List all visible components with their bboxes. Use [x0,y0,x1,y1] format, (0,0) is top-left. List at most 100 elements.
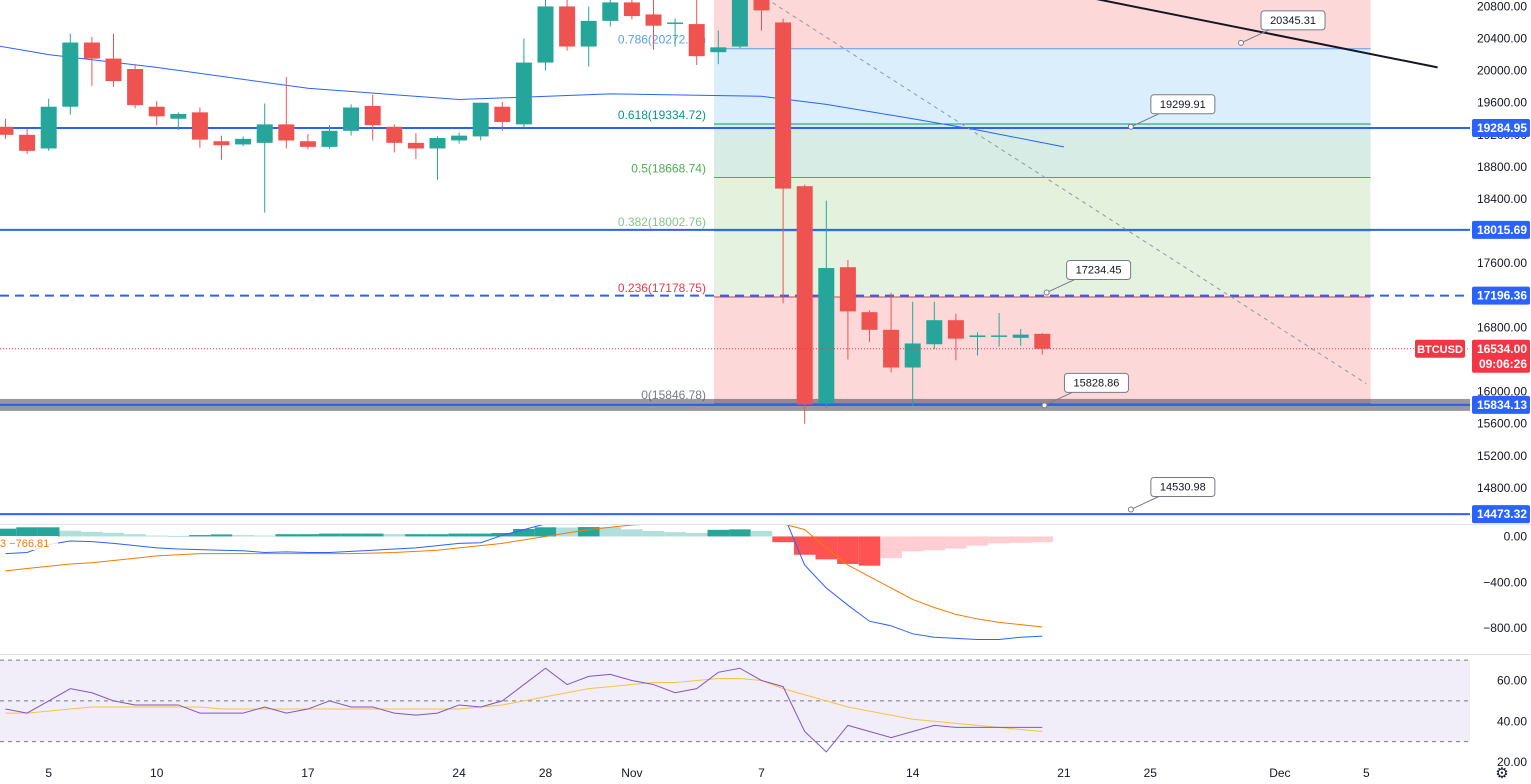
candle-body [861,312,878,330]
fib-label-0.382: 0.382(18002.76) [618,215,706,229]
macd-histogram-bar [124,534,146,537]
macd-histogram-bar [469,533,492,537]
macd-histogram-bar [945,536,967,549]
candle-body [602,2,619,21]
candle-body [321,130,338,147]
candlesticks [0,0,1051,424]
price-callouts[interactable]: 20345.31 19299.91 17234.45 15828.86 14530.98 [1041,10,1326,513]
current-price-tag-bg [1472,339,1530,373]
macd-histogram-bar [232,535,254,537]
callout-pointer [1046,279,1075,293]
macd-histogram-bar [707,529,730,537]
callout-box [1063,372,1129,393]
price-tick-label: 20800.00 [1477,0,1527,13]
price-tick-label: 16800.00 [1477,320,1527,334]
candle-body [515,62,532,125]
macd-histogram-bar [880,536,902,559]
rsi-tick-label: 60.00 [1497,673,1527,687]
candle-body [731,0,748,47]
macd-histogram-bar [0,528,17,537]
candle-body [105,58,122,82]
candle-body [775,22,792,189]
macd-histogram-bar [167,535,190,537]
candle-body [299,141,316,147]
candle-body [235,138,252,145]
macd-histogram-bar [59,530,82,537]
candle-body [947,320,964,339]
candle-body [839,267,856,312]
candle-body [623,2,640,17]
current-price-tag-text: 09:06:26 [1479,357,1527,371]
callout-anchor [1127,123,1134,130]
candle-body [343,107,360,131]
trend-lines[interactable] [766,0,1438,385]
macd-tick-label: −800.00 [1483,621,1527,635]
price-tick-label: 14800.00 [1477,481,1527,495]
candle-body [796,186,813,405]
callout-anchor [1043,289,1050,296]
price-tick-label: 15200.00 [1477,449,1527,463]
candle-body [256,124,273,143]
candle-body [904,343,921,368]
candle-body [688,24,705,57]
candle-body [364,105,381,126]
symbol-tag: BTCUSD [1417,344,1463,356]
macd-histogram-bar [275,534,298,537]
macd-histogram-bar [81,531,103,537]
price-tick-label: 16000.00 [1477,385,1527,399]
horizontal-levels[interactable] [0,126,1470,516]
macd-plot [0,525,1054,641]
pane-dividers[interactable] [0,524,1531,655]
rsi-line [5,667,1043,753]
macd-histogram-bar [556,527,578,537]
macd-histogram-bar [858,536,881,566]
candle-body [429,138,446,149]
candle-body [83,42,100,59]
fibonacci-retracement[interactable]: 0.786(20272.90) 0.618(19334.72) 0.5(18668.… [618,0,1371,405]
candle-body [969,335,986,338]
macd-histogram-bar [988,536,1010,544]
fib-label-0.618: 0.618(19334.72) [618,108,706,122]
price-tick-label: 19600.00 [1477,96,1527,110]
level-tag-18015.69-bg [1472,220,1530,239]
macd-histogram-bar [383,534,406,537]
candle-body [62,42,79,107]
macd-histogram-bar [405,534,427,537]
macd-histogram-bar [513,529,535,537]
candle-body [407,142,424,149]
callout-pointer [1044,391,1073,406]
level-tag-14473.32-text: 14473.32 [1477,507,1527,521]
fib-label-0: 0(15846.78) [641,388,706,402]
callout-text: 19299.91 [1160,99,1206,111]
macd-histogram-bar [901,536,924,552]
macd-histogram-bar [534,527,557,537]
callout-box [1150,476,1216,497]
macd-histogram-bar [426,534,449,537]
callout-anchor [1041,402,1048,409]
macd-histogram-bar [102,532,125,537]
level-tag-19284.95-bg [1472,118,1530,137]
level-tag-14473.32-bg [1472,505,1530,524]
macd-histogram-bar [664,532,686,537]
candle-body [19,134,36,151]
macd-histogram-bar [729,529,751,537]
macd-histogram-bar [642,530,665,537]
level-tag-15834.13-text: 15834.13 [1477,398,1527,412]
callout-text: 15828.86 [1074,377,1120,389]
trend-line-1 [767,0,1367,385]
candle-body [127,69,144,106]
x-tick-label: 5 [1363,766,1370,780]
macd-histogram-bar [923,536,946,551]
gear-icon[interactable]: ⚙ [1495,764,1509,782]
candle-body [667,22,684,24]
price-tick-label: 17600.00 [1477,256,1527,270]
macd-histogram-bar [1009,536,1032,543]
macd-legend-bg [0,536,58,550]
macd-histogram-bar [361,533,384,537]
x-tick-label: 14 [906,766,920,780]
macd-histogram-bar [685,533,708,537]
candle-body [148,106,165,117]
callout-pointer [1130,496,1160,510]
